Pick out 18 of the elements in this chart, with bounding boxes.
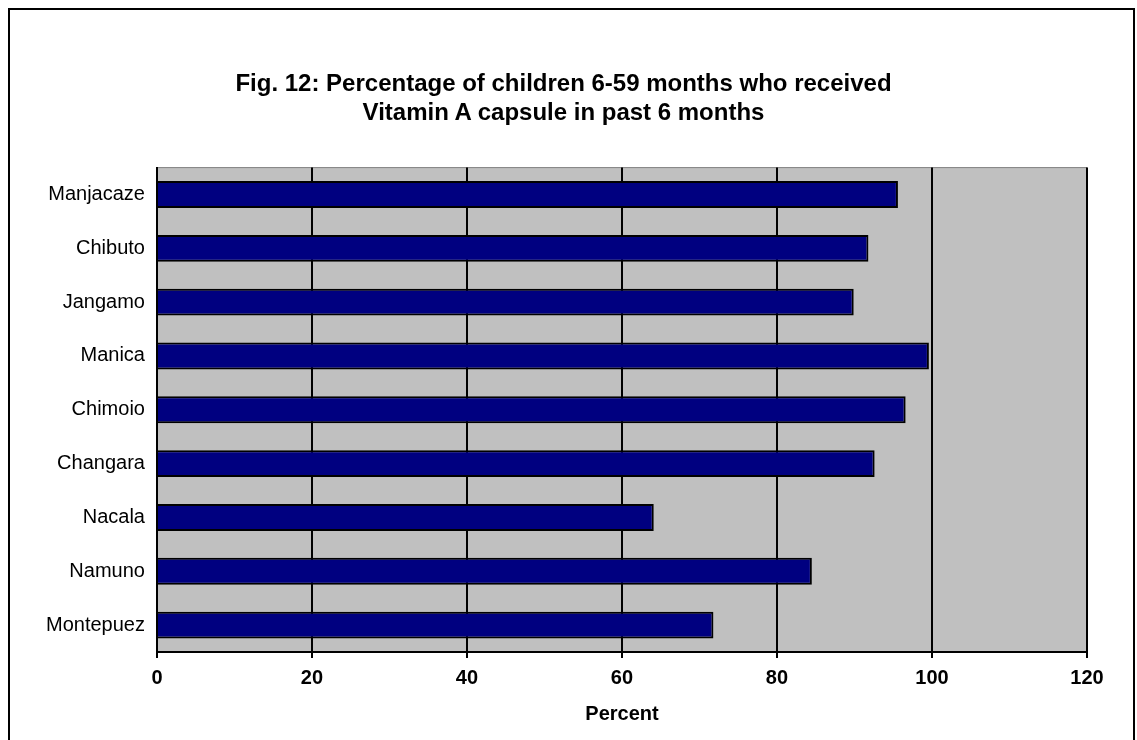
y-tick-label: Nacala	[82, 504, 146, 527]
y-tick-label: Montepuez	[45, 612, 145, 635]
x-tick-label: 80	[765, 665, 789, 688]
y-tick-label: Chimoio	[71, 397, 145, 420]
x-tick-label: 60	[610, 665, 634, 688]
x-tick-label: 120	[1070, 665, 1104, 688]
y-tick-label: Manjacaze	[48, 182, 145, 205]
x-tick-label: 0	[151, 665, 163, 688]
y-tick-label: Changara	[57, 451, 146, 474]
x-tick-label: 100	[915, 665, 949, 688]
y-tick-label: Jangamo	[62, 289, 145, 312]
x-tick-label: 20	[300, 665, 324, 688]
x-axis-title: Percent	[585, 701, 659, 724]
y-tick-label: Chibuto	[76, 235, 145, 258]
x-tick-label: 40	[455, 665, 479, 688]
y-tick-label: Manica	[80, 343, 146, 366]
chart-title: Fig. 12: Percentage of children 6-59 months who received Vitamin A capsule in past 6 months	[235, 69, 892, 125]
y-tick-label: Namuno	[69, 558, 145, 581]
